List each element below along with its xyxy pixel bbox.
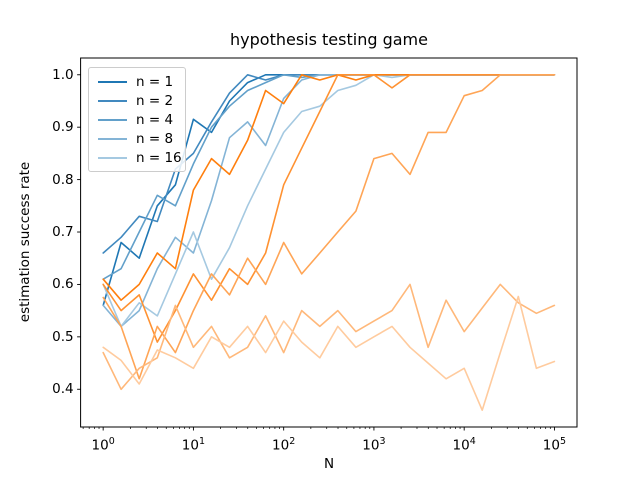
legend-line-swatch xyxy=(98,118,127,121)
x-tick-label: 101 xyxy=(181,436,206,454)
legend-entry: n = 1 xyxy=(98,72,185,91)
x-tick-label: 105 xyxy=(542,436,567,454)
y-tick-label: 0.6 xyxy=(52,276,74,293)
x-axis-label: N xyxy=(323,456,335,472)
axes-frame xyxy=(80,57,578,428)
legend-label: n = 16 xyxy=(136,149,182,166)
legend-entry: n = 2 xyxy=(98,91,185,110)
legend-line-swatch xyxy=(98,99,127,102)
y-tick-label: 0.7 xyxy=(52,224,74,241)
x-tick-label: 102 xyxy=(272,436,296,454)
legend-label: n = 8 xyxy=(136,130,174,147)
legend-line-swatch xyxy=(98,80,127,83)
legend-label: n = 1 xyxy=(136,73,174,90)
series-line-orange-n-16 xyxy=(102,295,556,412)
y-tick-label: 0.5 xyxy=(52,328,74,345)
x-tick-label: 104 xyxy=(452,436,476,454)
x-tick-label: 103 xyxy=(362,436,386,454)
chart-title: hypothesis testing game xyxy=(230,30,428,49)
legend-entry: n = 8 xyxy=(98,129,185,148)
x-tick-label: 100 xyxy=(91,436,115,454)
series-line-orange-n-8 xyxy=(102,283,556,391)
legend-label: n = 2 xyxy=(136,92,174,109)
y-tick-label: 0.9 xyxy=(52,119,74,136)
legend-line-swatch xyxy=(98,156,127,159)
legend: n = 1 n = 2 n = 4 n = 8 n = 16 xyxy=(88,67,186,172)
y-tick-label: 1.0 xyxy=(52,66,74,83)
series-line-orange-n-4 xyxy=(102,74,556,380)
legend-line-swatch xyxy=(98,137,127,140)
legend-entry: n = 4 xyxy=(98,110,185,129)
y-tick-label: 0.8 xyxy=(52,171,74,188)
legend-label: n = 4 xyxy=(136,111,174,128)
series-line-orange-n-2 xyxy=(102,74,556,343)
legend-entry: n = 16 xyxy=(98,148,185,167)
y-tick-label: 0.4 xyxy=(52,381,74,398)
